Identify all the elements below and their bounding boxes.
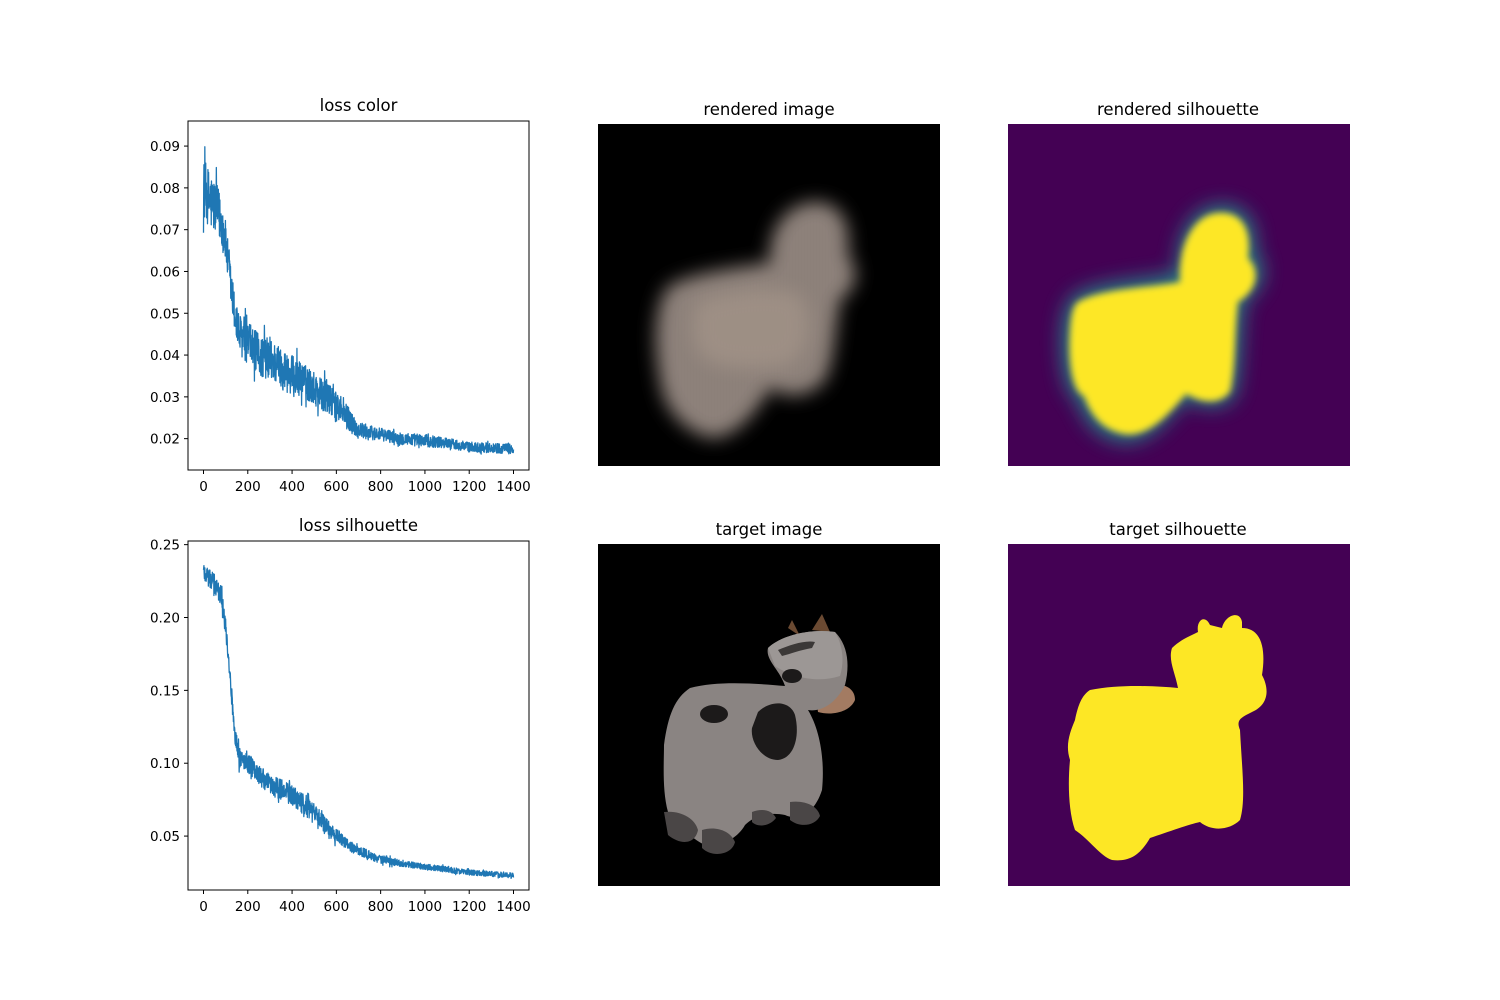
cow-spot-3: [782, 669, 802, 683]
loss-color-axes-frame: [187, 120, 530, 471]
ls-xtick-label: 1400: [496, 899, 530, 915]
rendered-silhouette-mask: [1061, 204, 1264, 443]
ls-ytick-label: 0.15: [150, 683, 180, 699]
lc-xtick-label: 1400: [496, 479, 530, 495]
target-cow: [663, 614, 855, 854]
ls-xtick-label: 1000: [408, 899, 442, 915]
lc-line-path: [202, 146, 515, 455]
ls-xtick-label: 1200: [452, 899, 486, 915]
cow-horn-left: [788, 620, 800, 636]
cow-spot-2: [751, 703, 797, 760]
ls-xtick-label: 400: [279, 899, 305, 915]
ls-ytick-label: 0.20: [150, 611, 180, 627]
cow-eye-band: [778, 641, 815, 656]
target-silhouette-panel: target silhouette: [1008, 520, 1350, 886]
rendered-image-title: rendered image: [703, 100, 834, 119]
target-silhouette-title: target silhouette: [1109, 520, 1246, 539]
loss-silhouette-y-axis: 0.05 0.10 0.15 0.20 0.25: [150, 538, 188, 845]
target-silhouette-mask: [1067, 615, 1267, 861]
loss-silhouette-series-line: [202, 565, 515, 880]
lc-xtick-label: 400: [279, 479, 305, 495]
lc-ytick-label: 0.04: [150, 348, 180, 364]
rendered-cow-blur: [655, 201, 856, 439]
loss-color-x-axis: 0 200 400 600 800 1000 1200 1400: [199, 470, 531, 495]
lc-ytick-label: 0.05: [150, 306, 180, 322]
target-image-panel: target image: [598, 520, 940, 886]
lc-ytick-label: 0.03: [150, 390, 180, 406]
lc-xtick-label: 1200: [452, 479, 486, 495]
ls-xtick-label: 200: [235, 899, 261, 915]
lc-xtick-label: 800: [368, 479, 394, 495]
loss-silhouette-axes-frame: [187, 540, 530, 891]
ls-xtick-label: 600: [323, 899, 349, 915]
loss-color-series-line: [202, 146, 515, 455]
loss-color-y-axis: 0.02 0.03 0.04 0.05 0.06 0.07 0.08 0.09: [150, 139, 188, 448]
rendered-silhouette-panel: rendered silhouette: [1008, 100, 1350, 466]
lc-ytick-label: 0.09: [150, 139, 180, 155]
lc-ytick-label: 0.02: [150, 432, 180, 448]
ls-ytick-label: 0.05: [150, 829, 180, 845]
loss-color-plot: loss color 0 200 400 600 800 1000 1200 1400 0.0…: [150, 96, 531, 495]
ls-xtick-label: 800: [368, 899, 394, 915]
ls-xtick-label: 0: [199, 899, 208, 915]
ls-ytick-label: 0.10: [150, 756, 180, 772]
cow-spot-1: [700, 705, 728, 723]
lc-ytick-label: 0.08: [150, 181, 180, 197]
lc-ytick-label: 0.06: [150, 264, 180, 280]
target-image-title: target image: [716, 520, 823, 539]
ls-ytick-label: 0.25: [150, 538, 180, 554]
loss-color-title: loss color: [320, 96, 398, 115]
lc-ytick-label: 0.07: [150, 223, 180, 239]
cow-feet: [664, 801, 820, 854]
lc-xtick-label: 1000: [408, 479, 442, 495]
rendered-silhouette-title: rendered silhouette: [1097, 100, 1259, 119]
lc-xtick-label: 200: [235, 479, 261, 495]
cow-horn-right: [812, 614, 830, 632]
ls-line-path: [202, 565, 515, 880]
loss-silhouette-x-axis: 0 200 400 600 800 1000 1200 1400: [199, 890, 531, 915]
cow-head-shade: [768, 630, 843, 680]
lc-xtick-label: 600: [323, 479, 349, 495]
lc-xtick-label: 0: [199, 479, 208, 495]
rendered-image-panel: rendered image: [598, 100, 940, 466]
loss-silhouette-plot: loss silhouette 0 200 400 600 800 1000 1200 140…: [150, 516, 531, 915]
loss-silhouette-title: loss silhouette: [299, 516, 418, 535]
